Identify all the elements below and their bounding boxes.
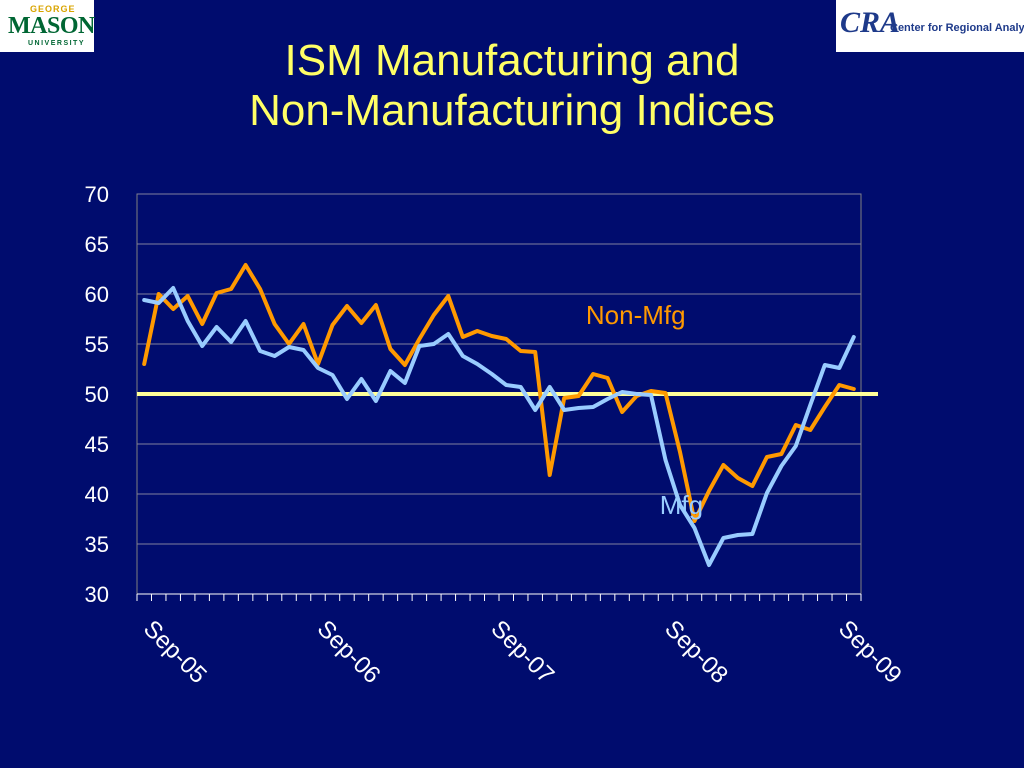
cra-logo-name: Center for Regional Analysis <box>890 22 1024 34</box>
y-tick-label: 45 <box>85 432 109 457</box>
chart-title-line-2: Non-Manufacturing Indices <box>249 86 775 135</box>
cra-logo: CRA Center for Regional Analysis <box>836 0 1024 52</box>
chart-title-line-1: ISM Manufacturing and <box>284 36 740 85</box>
series-line-mfg <box>142 286 856 567</box>
series-label-mfg: Mfg <box>660 490 703 520</box>
y-tick-label: 40 <box>85 482 109 507</box>
y-tick-label: 65 <box>85 232 109 257</box>
y-tick-label: 55 <box>85 332 109 357</box>
x-tick-label: Sep-08 <box>659 615 733 689</box>
y-tick-label: 35 <box>85 532 109 557</box>
logo-left-top-text: GEORGE <box>30 4 76 14</box>
x-tick-label: Sep-09 <box>833 615 907 689</box>
logo-left-bottom-text: UNIVERSITY <box>28 40 86 47</box>
x-tick-label: Sep-05 <box>138 615 212 689</box>
y-tick-label: 60 <box>85 282 109 307</box>
series-label-non-mfg: Non-Mfg <box>586 300 686 330</box>
george-mason-logo: GEORGE MASON UNIVERSITY <box>0 0 95 52</box>
x-tick-label: Sep-07 <box>486 615 560 689</box>
x-tick-label: Sep-06 <box>312 615 386 689</box>
cra-logo-mark: CRA <box>840 6 901 39</box>
y-tick-label: 70 <box>85 182 109 207</box>
logo-left-main-text: MASON <box>8 13 95 39</box>
chart-title: ISM Manufacturing and Non-Manufacturing … <box>0 36 1024 136</box>
y-tick-label: 30 <box>85 582 109 607</box>
series-line-non-mfg <box>142 263 856 523</box>
y-tick-label: 50 <box>85 382 109 407</box>
